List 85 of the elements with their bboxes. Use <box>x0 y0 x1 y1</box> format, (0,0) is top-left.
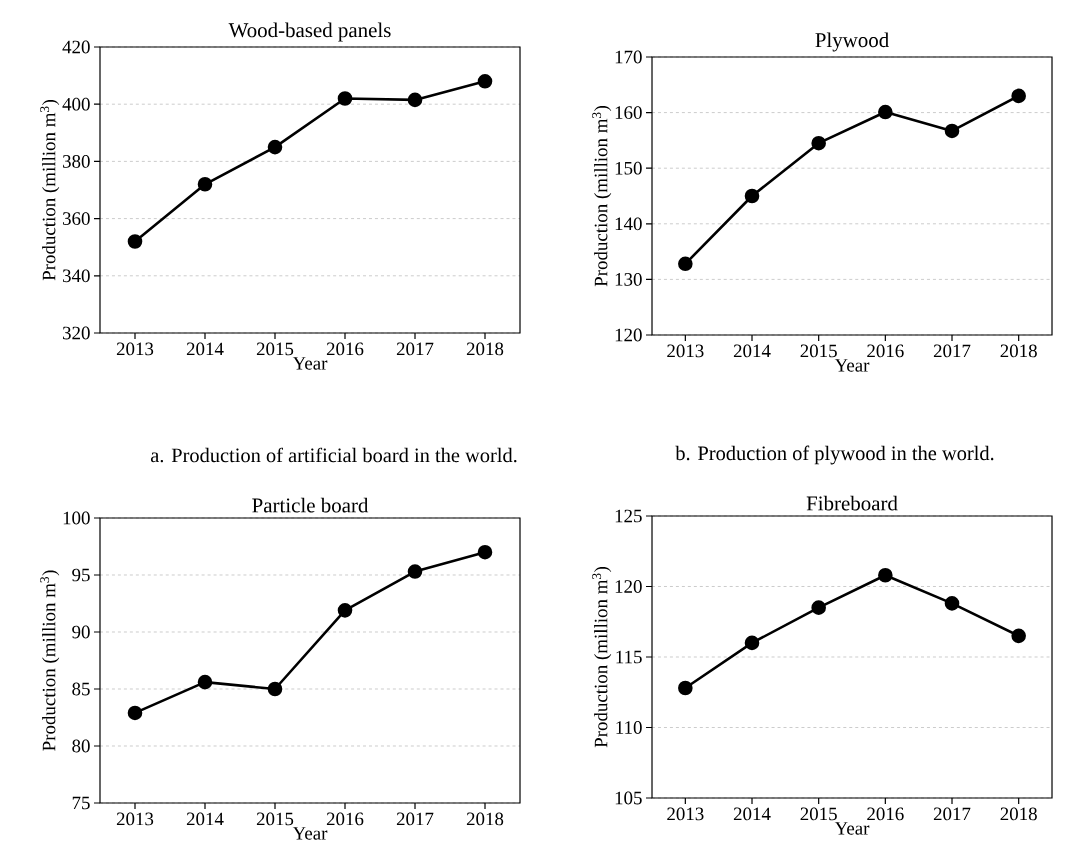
x-tick-label: 2013 <box>667 807 704 821</box>
y-tick-label: 120 <box>615 328 642 342</box>
y-tick-label: 120 <box>615 580 642 593</box>
x-tick-label: 2013 <box>116 342 154 356</box>
y-tick-label: 95 <box>72 568 90 582</box>
point <box>1011 628 1026 644</box>
x-tick-label: 2018 <box>1000 344 1037 358</box>
text: b. Production of plywood in the world. <box>675 445 994 465</box>
y-tick-label: 125 <box>615 509 642 523</box>
y-tick-label: 420 <box>62 40 90 54</box>
point <box>744 635 760 651</box>
point <box>337 603 353 618</box>
point <box>811 135 826 151</box>
y-axis-title: Production (million m$^{3}$) <box>40 99 60 281</box>
y-tick-label: 100 <box>63 511 90 525</box>
y-tick-label: 75 <box>72 796 90 810</box>
y-tick-label: 160 <box>615 106 642 119</box>
point <box>744 188 760 204</box>
y-tick-label: 80 <box>72 739 90 753</box>
x-axis-title: Year <box>292 357 328 370</box>
x-tick-label: 2015 <box>800 344 837 358</box>
point <box>197 176 213 192</box>
y-tick-label: 115 <box>616 650 642 664</box>
point <box>678 256 693 272</box>
x-tick-label: 2017 <box>396 342 434 356</box>
point <box>407 564 423 579</box>
x-axis-title: Year <box>292 827 328 840</box>
point <box>337 91 353 106</box>
y-tick-label: 85 <box>72 682 90 696</box>
x-tick-label: 2014 <box>733 807 771 821</box>
point <box>477 544 493 560</box>
x-axis-title: Year <box>834 822 870 835</box>
chart-title: Fibreboard <box>806 495 898 511</box>
y-tick-label: 140 <box>615 217 642 231</box>
x-tick-label: 2015 <box>256 342 294 356</box>
y-tick-label: 400 <box>62 97 90 111</box>
point <box>944 596 960 611</box>
y-tick-label: 150 <box>615 161 642 175</box>
x-tick-label: 2015 <box>256 812 294 826</box>
point <box>1011 88 1026 104</box>
x-tick-label: 2016 <box>326 812 364 826</box>
y-axis-title: Production (million m$^{3}$) <box>40 570 60 751</box>
y-tick-label: 340 <box>62 269 90 283</box>
x-tick-label: 2018 <box>466 342 504 356</box>
point <box>197 674 213 690</box>
x-axis-title: Year <box>834 359 870 372</box>
point <box>811 600 826 615</box>
x-tick-label: 2018 <box>466 812 504 826</box>
x-tick-label: 2014 <box>186 812 224 826</box>
chart-title: Plywood <box>815 32 889 52</box>
text: a. Production of artificial board in the world. <box>150 447 517 463</box>
point <box>267 139 283 155</box>
y-tick-label: 110 <box>616 721 642 734</box>
x-tick-label: 2016 <box>867 344 904 358</box>
y-tick-label: 90 <box>72 625 90 639</box>
point <box>407 92 423 108</box>
x-tick-label: 2017 <box>933 344 971 358</box>
chart-title: Wood-based panels <box>228 22 391 42</box>
y-axis-title: Production (million m$^{3}$) <box>592 566 612 748</box>
chart-title: Particle board <box>252 497 369 513</box>
point <box>878 567 893 583</box>
y-tick-label: 380 <box>62 155 90 168</box>
x-tick-label: 2013 <box>116 812 154 826</box>
y-tick-label: 170 <box>615 50 642 64</box>
x-tick-label: 2016 <box>867 807 904 821</box>
point <box>878 104 893 120</box>
point <box>267 681 283 697</box>
point <box>944 123 960 139</box>
x-tick-label: 2017 <box>933 807 971 821</box>
point <box>678 680 693 696</box>
point <box>127 234 143 249</box>
y-tick-label: 105 <box>615 791 642 805</box>
x-tick-label: 2014 <box>733 344 771 358</box>
point <box>127 705 143 721</box>
y-axis-title: Production (million m$^{3}$) <box>592 105 612 287</box>
point <box>477 74 493 89</box>
x-tick-label: 2018 <box>1000 807 1037 821</box>
y-tick-label: 320 <box>62 326 90 340</box>
y-tick-label: 130 <box>615 273 642 286</box>
x-tick-label: 2015 <box>800 807 837 821</box>
x-tick-label: 2017 <box>396 812 434 826</box>
x-tick-label: 2014 <box>186 342 224 356</box>
y-tick-label: 360 <box>62 212 90 225</box>
x-tick-label: 2016 <box>326 342 364 356</box>
x-tick-label: 2013 <box>667 344 704 358</box>
